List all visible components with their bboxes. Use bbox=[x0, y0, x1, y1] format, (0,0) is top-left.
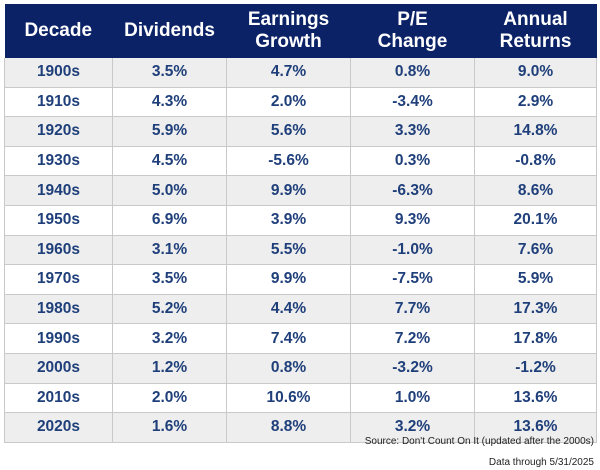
cell-annual-returns: -1.2% bbox=[474, 353, 597, 384]
data-through-note: Data through 5/31/2025 bbox=[488, 457, 594, 468]
table-header-row: Decade Dividends Earnings Growth P/E Change An… bbox=[4, 4, 597, 58]
cell-pe-change: 7.2% bbox=[350, 323, 475, 354]
cell-decade: 1970s bbox=[4, 264, 113, 295]
decade-returns-table: Decade Dividends Earnings Growth P/E Change An… bbox=[4, 4, 597, 443]
source-note: Source: Don't Count On It (updated after… bbox=[364, 436, 594, 447]
cell-pe-change: -6.3% bbox=[350, 175, 475, 206]
table-body: 1900s 3.5% 4.7% 0.8% 9.0% 1910s 4.3% 2.0% -3.4% 2… bbox=[4, 58, 597, 443]
cell-decade: 1910s bbox=[4, 87, 113, 118]
cell-annual-returns: -0.8% bbox=[474, 146, 597, 177]
table-row: 1970s 3.5% 9.9% -7.5% 5.9% bbox=[4, 264, 597, 295]
cell-decade: 1990s bbox=[4, 323, 113, 354]
cell-earnings-growth: -5.6% bbox=[226, 146, 351, 177]
table-row: 1910s 4.3% 2.0% -3.4% 2.9% bbox=[4, 87, 597, 118]
table-row: 1940s 5.0% 9.9% -6.3% 8.6% bbox=[4, 175, 597, 206]
cell-dividends: 6.9% bbox=[112, 205, 227, 236]
cell-pe-change: -3.2% bbox=[350, 353, 475, 384]
cell-annual-returns: 13.6% bbox=[474, 412, 597, 443]
table-row: 2000s 1.2% 0.8% -3.2% -1.2% bbox=[4, 353, 597, 384]
cell-dividends: 4.5% bbox=[112, 146, 227, 177]
returns-table-container: Decade Dividends Earnings Growth P/E Change An… bbox=[4, 4, 597, 443]
cell-earnings-growth: 0.8% bbox=[226, 353, 351, 384]
cell-earnings-growth: 4.7% bbox=[226, 58, 351, 88]
cell-annual-returns: 14.8% bbox=[474, 116, 597, 147]
column-header-text: Returns bbox=[499, 31, 572, 52]
cell-annual-returns: 2.9% bbox=[474, 87, 597, 118]
cell-dividends: 3.1% bbox=[112, 235, 227, 266]
cell-dividends: 2.0% bbox=[112, 383, 227, 414]
column-header-text: P/E bbox=[397, 9, 428, 30]
cell-dividends: 3.5% bbox=[112, 264, 227, 295]
cell-dividends: 3.2% bbox=[112, 323, 227, 354]
cell-earnings-growth: 9.9% bbox=[226, 175, 351, 206]
cell-decade: 1960s bbox=[4, 235, 113, 266]
cell-annual-returns: 5.9% bbox=[474, 264, 597, 295]
cell-annual-returns: 8.6% bbox=[474, 175, 597, 206]
cell-dividends: 1.6% bbox=[112, 412, 227, 443]
cell-decade: 2000s bbox=[4, 353, 113, 384]
cell-earnings-growth: 7.4% bbox=[226, 323, 351, 354]
cell-pe-change: 3.3% bbox=[350, 116, 475, 147]
cell-dividends: 5.0% bbox=[112, 175, 227, 206]
table-row: 2020s 1.6% 8.8% 3.2% 13.6% bbox=[4, 412, 597, 443]
column-header-annual-returns: Annual Returns bbox=[474, 4, 597, 58]
table-row: 1930s 4.5% -5.6% 0.3% -0.8% bbox=[4, 146, 597, 177]
column-header-text: Earnings bbox=[247, 9, 330, 30]
cell-annual-returns: 7.6% bbox=[474, 235, 597, 266]
cell-pe-change: 7.7% bbox=[350, 294, 475, 325]
cell-earnings-growth: 10.6% bbox=[226, 383, 351, 414]
cell-pe-change: 3.2% bbox=[350, 412, 475, 443]
cell-decade: 2020s bbox=[4, 412, 113, 443]
cell-decade: 1980s bbox=[4, 294, 113, 325]
cell-earnings-growth: 8.8% bbox=[226, 412, 351, 443]
column-header-pe-change: P/E Change bbox=[350, 4, 475, 58]
cell-pe-change: 9.3% bbox=[350, 205, 475, 236]
cell-pe-change: -3.4% bbox=[350, 87, 475, 118]
column-header-text: Change bbox=[377, 31, 448, 52]
cell-dividends: 3.5% bbox=[112, 58, 227, 88]
cell-annual-returns: 13.6% bbox=[474, 383, 597, 414]
cell-earnings-growth: 5.5% bbox=[226, 235, 351, 266]
table-row: 1980s 5.2% 4.4% 7.7% 17.3% bbox=[4, 294, 597, 325]
cell-pe-change: 0.3% bbox=[350, 146, 475, 177]
table-row: 1960s 3.1% 5.5% -1.0% 7.6% bbox=[4, 235, 597, 266]
table-row: 1950s 6.9% 3.9% 9.3% 20.1% bbox=[4, 205, 597, 236]
cell-annual-returns: 17.3% bbox=[474, 294, 597, 325]
column-header-text: Growth bbox=[255, 31, 322, 52]
cell-decade: 1940s bbox=[4, 175, 113, 206]
column-header-text: Annual bbox=[503, 9, 568, 30]
cell-dividends: 5.2% bbox=[112, 294, 227, 325]
cell-pe-change: -1.0% bbox=[350, 235, 475, 266]
cell-earnings-growth: 9.9% bbox=[226, 264, 351, 295]
cell-decade: 1930s bbox=[4, 146, 113, 177]
cell-decade: 1900s bbox=[4, 58, 113, 88]
cell-decade: 2010s bbox=[4, 383, 113, 414]
cell-pe-change: 0.8% bbox=[350, 58, 475, 88]
cell-pe-change: 1.0% bbox=[350, 383, 475, 414]
cell-earnings-growth: 2.0% bbox=[226, 87, 351, 118]
cell-annual-returns: 9.0% bbox=[474, 58, 597, 88]
table-row: 1920s 5.9% 5.6% 3.3% 14.8% bbox=[4, 116, 597, 147]
cell-pe-change: -7.5% bbox=[350, 264, 475, 295]
table-row: 1990s 3.2% 7.4% 7.2% 17.8% bbox=[4, 323, 597, 354]
table-row: 2010s 2.0% 10.6% 1.0% 13.6% bbox=[4, 383, 597, 414]
cell-dividends: 5.9% bbox=[112, 116, 227, 147]
column-header-earnings-growth: Earnings Growth bbox=[226, 4, 351, 58]
cell-dividends: 1.2% bbox=[112, 353, 227, 384]
cell-decade: 1920s bbox=[4, 116, 113, 147]
column-header-text: Decade bbox=[24, 20, 93, 41]
cell-earnings-growth: 4.4% bbox=[226, 294, 351, 325]
cell-annual-returns: 17.8% bbox=[474, 323, 597, 354]
column-header-dividends: Dividends bbox=[112, 4, 227, 58]
table-row: 1900s 3.5% 4.7% 0.8% 9.0% bbox=[4, 58, 597, 88]
cell-annual-returns: 20.1% bbox=[474, 205, 597, 236]
column-header-decade: Decade bbox=[4, 4, 113, 58]
cell-earnings-growth: 5.6% bbox=[226, 116, 351, 147]
cell-decade: 1950s bbox=[4, 205, 113, 236]
cell-dividends: 4.3% bbox=[112, 87, 227, 118]
cell-earnings-growth: 3.9% bbox=[226, 205, 351, 236]
column-header-text: Dividends bbox=[124, 20, 215, 41]
